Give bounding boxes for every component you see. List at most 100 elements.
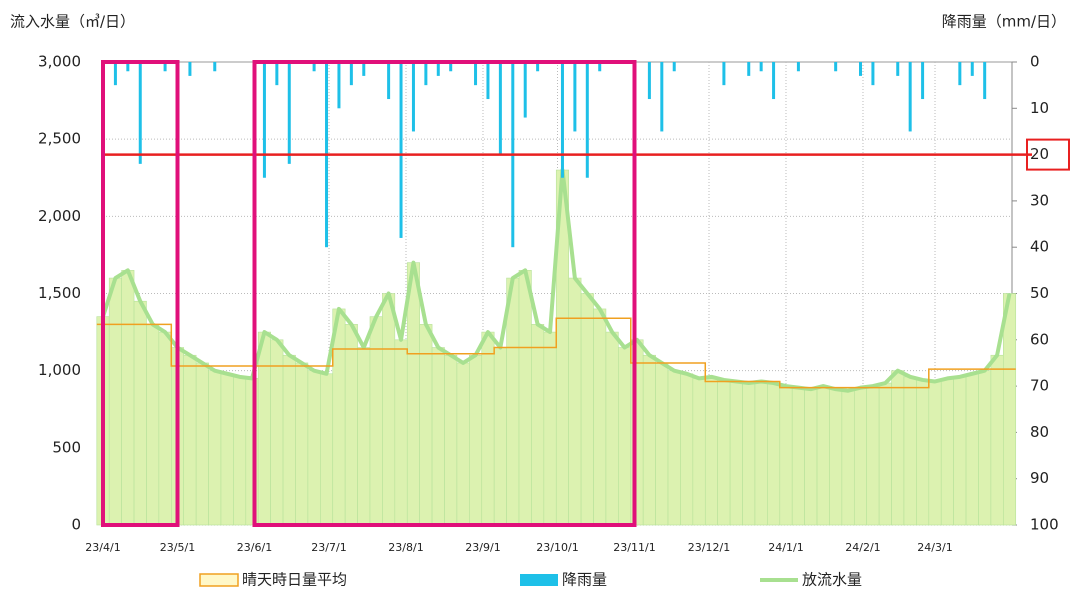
rain-bar bbox=[349, 62, 353, 86]
flow-bar bbox=[990, 354, 1004, 526]
flow-bar bbox=[295, 362, 309, 526]
highlight-range bbox=[101, 60, 180, 527]
rain-bar bbox=[796, 62, 800, 72]
rain-bar bbox=[523, 62, 527, 118]
flow-bar bbox=[518, 270, 532, 526]
flow-bar bbox=[233, 376, 247, 526]
rain-bar bbox=[560, 62, 564, 178]
x-tick-label: 23/7/1 bbox=[311, 541, 346, 554]
rain-bar bbox=[188, 62, 192, 76]
rain-bar bbox=[896, 62, 900, 76]
flow-bar bbox=[717, 379, 731, 526]
flow-bar bbox=[133, 300, 147, 526]
flow-bar bbox=[506, 277, 520, 526]
flow-bar bbox=[767, 382, 781, 526]
y2-tick-label: 10 bbox=[1030, 99, 1049, 117]
x-tick-label: 24/3/1 bbox=[917, 541, 952, 554]
flow-bar bbox=[965, 373, 979, 526]
rain-bar bbox=[759, 62, 763, 72]
legend-label: 降雨量 bbox=[562, 571, 607, 589]
flow-bar bbox=[642, 354, 656, 526]
flow-bar bbox=[841, 390, 855, 526]
rain-bar bbox=[262, 62, 266, 178]
rain-bar bbox=[138, 62, 142, 164]
rain-bar bbox=[163, 62, 167, 72]
rain-bar bbox=[287, 62, 291, 164]
flow-bar bbox=[307, 370, 321, 526]
flow-bar bbox=[257, 331, 271, 526]
rain-bar bbox=[908, 62, 912, 132]
y2-tick-label: 40 bbox=[1030, 238, 1049, 256]
y2-tick-label: 100 bbox=[1030, 516, 1059, 534]
flow-bar bbox=[779, 385, 793, 526]
flow-bar bbox=[1003, 293, 1017, 526]
flow-bar bbox=[146, 324, 160, 526]
y-tick-label: 2,500 bbox=[38, 130, 81, 148]
flow-bar bbox=[667, 370, 681, 526]
flow-bar bbox=[357, 347, 371, 526]
x-tick-label: 23/8/1 bbox=[388, 541, 423, 554]
flow-bar bbox=[568, 277, 582, 526]
rain-bar bbox=[871, 62, 875, 86]
rain-bar bbox=[387, 62, 391, 100]
y2-tick-label: 80 bbox=[1030, 423, 1049, 441]
x-tick-label: 23/10/1 bbox=[536, 541, 578, 554]
flow-bar bbox=[419, 324, 433, 526]
rain-bar bbox=[598, 62, 602, 72]
flow-bar bbox=[978, 370, 992, 526]
flow-bar bbox=[791, 387, 805, 526]
flow-bar bbox=[655, 362, 669, 526]
rain-bar bbox=[722, 62, 726, 86]
y-tick-label: 500 bbox=[52, 438, 81, 456]
rain-bar bbox=[772, 62, 776, 100]
y2-axis-label: 降雨量（mm/日） bbox=[942, 13, 1066, 31]
y2-tick-label: 20 bbox=[1030, 145, 1049, 163]
flow-bar bbox=[344, 324, 358, 526]
flow-bar bbox=[543, 331, 557, 526]
legend-label: 放流水量 bbox=[802, 571, 862, 589]
flow-bar bbox=[469, 354, 483, 526]
flow-bar bbox=[742, 382, 756, 526]
rain-bar bbox=[424, 62, 428, 86]
flow-bar bbox=[580, 293, 594, 526]
y-tick-label: 3,000 bbox=[38, 53, 81, 71]
rain-bar bbox=[747, 62, 751, 76]
flow-bar bbox=[282, 354, 296, 526]
flow-bar bbox=[729, 381, 743, 526]
rain-bar bbox=[536, 62, 540, 72]
flow-bar bbox=[195, 362, 209, 526]
rain-bar bbox=[411, 62, 415, 132]
x-tick-label: 23/6/1 bbox=[237, 541, 272, 554]
legend-swatch bbox=[520, 574, 558, 586]
rain-bar bbox=[585, 62, 589, 178]
rain-bar bbox=[337, 62, 341, 109]
rain-bar bbox=[213, 62, 217, 72]
rain-bar bbox=[672, 62, 676, 72]
rain-bar bbox=[113, 62, 117, 86]
y-tick-label: 1,000 bbox=[38, 361, 81, 379]
flow-bar bbox=[680, 373, 694, 526]
y2-tick-label: 60 bbox=[1030, 330, 1049, 348]
y2-tick-label: 30 bbox=[1030, 191, 1049, 209]
flow-bar bbox=[270, 339, 284, 526]
flow-bar bbox=[816, 385, 830, 526]
flow-bar bbox=[121, 270, 135, 526]
y-tick-label: 0 bbox=[71, 516, 81, 534]
flow-bar bbox=[940, 378, 954, 526]
flow-bar bbox=[208, 370, 222, 526]
flow-bar bbox=[531, 324, 545, 526]
flow-bar bbox=[916, 379, 930, 526]
rain-bar bbox=[958, 62, 962, 86]
highlight-box bbox=[1026, 138, 1070, 171]
flow-bar bbox=[158, 331, 172, 526]
flow-bar bbox=[692, 378, 706, 526]
flow-bar bbox=[878, 382, 892, 526]
flow-bar bbox=[704, 376, 718, 526]
x-tick-label: 23/5/1 bbox=[160, 541, 195, 554]
flow-bar bbox=[369, 316, 383, 526]
y2-tick-label: 90 bbox=[1030, 469, 1049, 487]
flow-bar bbox=[853, 387, 868, 526]
flow-bar bbox=[220, 373, 234, 526]
flow-bar bbox=[456, 362, 470, 526]
rain-bar bbox=[498, 62, 502, 155]
